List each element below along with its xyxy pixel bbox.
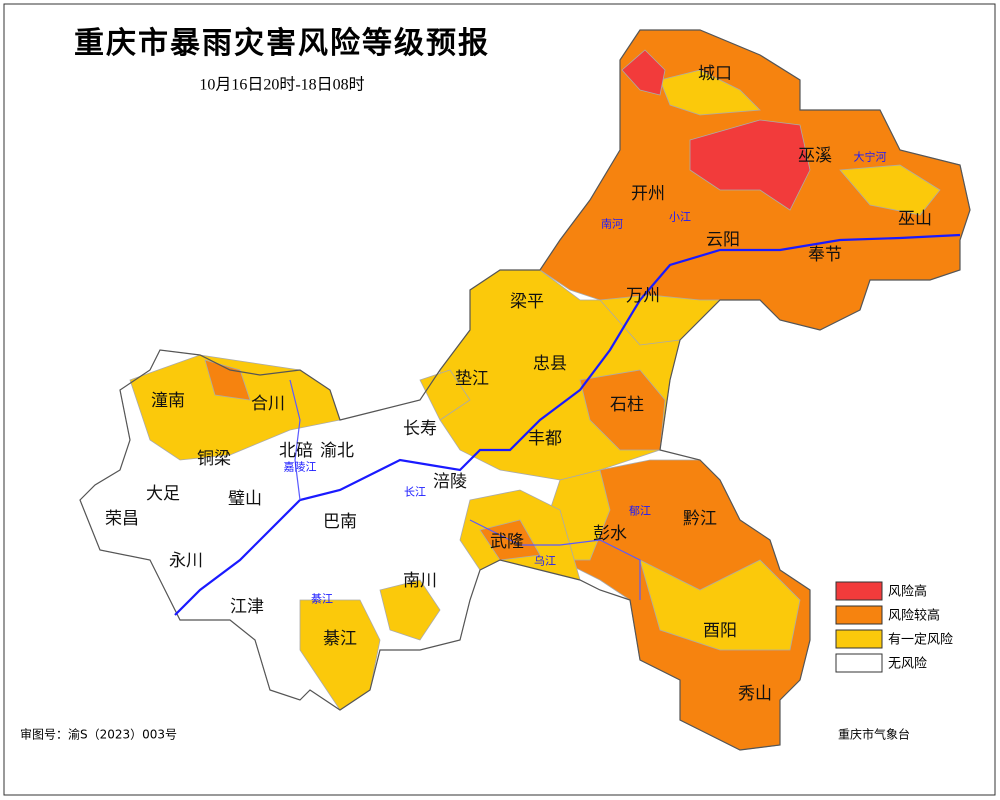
map (79, 29, 971, 751)
risk-region (129, 354, 341, 461)
district-label: 梁平 (510, 292, 544, 311)
district-label: 璧山 (228, 489, 262, 508)
river-label: 小江 (669, 211, 691, 224)
district-label: 彭水 (593, 524, 627, 543)
river-label: 郁江 (629, 504, 651, 518)
district-label: 垫江 (455, 369, 489, 388)
district-label: 石柱 (610, 395, 644, 414)
legend-label: 风险较高 (888, 608, 940, 624)
district-label: 武隆 (490, 532, 524, 551)
wu-river (469, 519, 641, 600)
legend-swatch (835, 629, 883, 649)
legend-swatch (835, 581, 883, 601)
river-label: 嘉陵江 (284, 460, 317, 474)
legend-label: 有一定风险 (888, 633, 953, 648)
district-label: 忠县 (533, 354, 567, 373)
district-label: 北碚 (279, 441, 313, 460)
district-label: 长寿 (403, 419, 437, 438)
district-label: 黔江 (683, 509, 717, 528)
risk-region (639, 559, 801, 651)
district-label: 永川 (169, 551, 203, 570)
legend-swatch (835, 653, 883, 673)
river-label: 大宁河 (854, 150, 887, 164)
district-label: 涪陵 (433, 472, 467, 491)
title: 重庆市暴雨灾害风险等级预报 (74, 26, 490, 60)
risk-region (419, 369, 471, 421)
river-label: 乌江 (534, 554, 556, 568)
district-label: 酉阳 (703, 621, 737, 640)
legend-label: 无风险 (888, 657, 927, 672)
river-label: 长江 (404, 486, 426, 499)
district-label: 合川 (251, 394, 285, 413)
district-label: 云阳 (706, 230, 740, 249)
district-label: 南川 (403, 571, 437, 590)
risk-region (689, 119, 811, 211)
district-label: 丰都 (528, 429, 562, 448)
district-label: 綦江 (323, 629, 357, 648)
district-label: 巫山 (898, 209, 932, 228)
district-label: 大足 (146, 484, 180, 503)
district-label: 铜梁 (197, 449, 231, 468)
district-label: 秀山 (738, 684, 772, 703)
risk-region (659, 69, 761, 116)
district-label: 江津 (230, 597, 264, 616)
jialing-river (289, 379, 301, 501)
district-label: 万州 (626, 286, 660, 305)
risk-region (204, 359, 251, 401)
legend-swatch (835, 605, 883, 625)
risk-region (839, 164, 941, 216)
risk-region (621, 49, 666, 96)
risk-region (379, 579, 441, 641)
map-number: 审图号：渝S（2023）003号 (20, 727, 177, 742)
district-label: 城口 (698, 64, 732, 83)
yangtze-river (174, 233, 961, 616)
agency: 重庆市气象台 (838, 727, 910, 742)
river-label: 南河 (601, 218, 623, 231)
district-label: 奉节 (808, 245, 842, 264)
district-label: 渝北 (320, 441, 354, 460)
district-label: 荣昌 (105, 509, 139, 528)
city-outline (79, 29, 971, 751)
legend-label: 风险高 (888, 584, 927, 600)
district-label: 潼南 (151, 391, 185, 410)
subtitle: 10月16日20时-18日08时 (199, 76, 364, 94)
river-label: 綦江 (311, 593, 333, 606)
district-label: 巴南 (323, 512, 357, 531)
district-label: 开州 (631, 184, 665, 203)
district-label: 巫溪 (798, 146, 832, 165)
